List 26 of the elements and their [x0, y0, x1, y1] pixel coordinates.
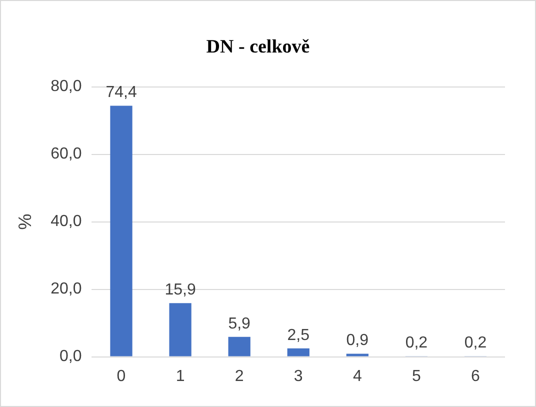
data-label: 0,2: [464, 334, 487, 352]
bar: [287, 348, 310, 356]
x-tick-label: 3: [294, 368, 303, 385]
y-tick-label: 40,0: [50, 213, 82, 230]
x-tick-label: 0: [116, 368, 126, 385]
data-label: 74,4: [106, 84, 137, 102]
x-tick-label: 5: [412, 368, 421, 385]
bar: [228, 336, 250, 356]
x-tick-label: 4: [352, 368, 362, 385]
x-tick-label: 2: [234, 368, 244, 385]
data-label: 2,5: [287, 326, 310, 344]
chart-title: DN - celkově: [206, 36, 310, 58]
x-tick-label: 1: [176, 368, 185, 385]
y-tick-label: 0,0: [59, 348, 82, 366]
y-tick-label: 20,0: [50, 280, 82, 298]
bar: [110, 106, 132, 356]
y-axis-title: %: [14, 214, 35, 230]
x-tick-label: 6: [471, 368, 480, 385]
data-label: 15,9: [164, 282, 196, 299]
bar: [346, 354, 368, 356]
bar: [169, 303, 192, 356]
y-tick-label: 60,0: [50, 146, 82, 163]
data-label: 5,9: [228, 315, 251, 332]
y-tick-label: 80,0: [50, 78, 82, 96]
data-label: 0,9: [346, 332, 369, 350]
data-label: 0,2: [405, 334, 428, 352]
